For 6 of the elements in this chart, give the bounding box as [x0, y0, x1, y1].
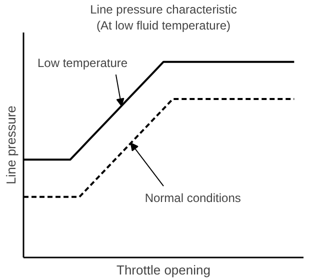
annotation: Normal conditions	[144, 190, 241, 205]
chart-title: Line pressure characteristic	[90, 2, 237, 16]
chart-subtitle: (At low fluid temperature)	[96, 18, 231, 32]
x-axis-title: Throttle opening	[116, 262, 210, 278]
y-axis-title: Line pressure	[4, 106, 18, 184]
annotation: Low temperature	[38, 56, 128, 70]
